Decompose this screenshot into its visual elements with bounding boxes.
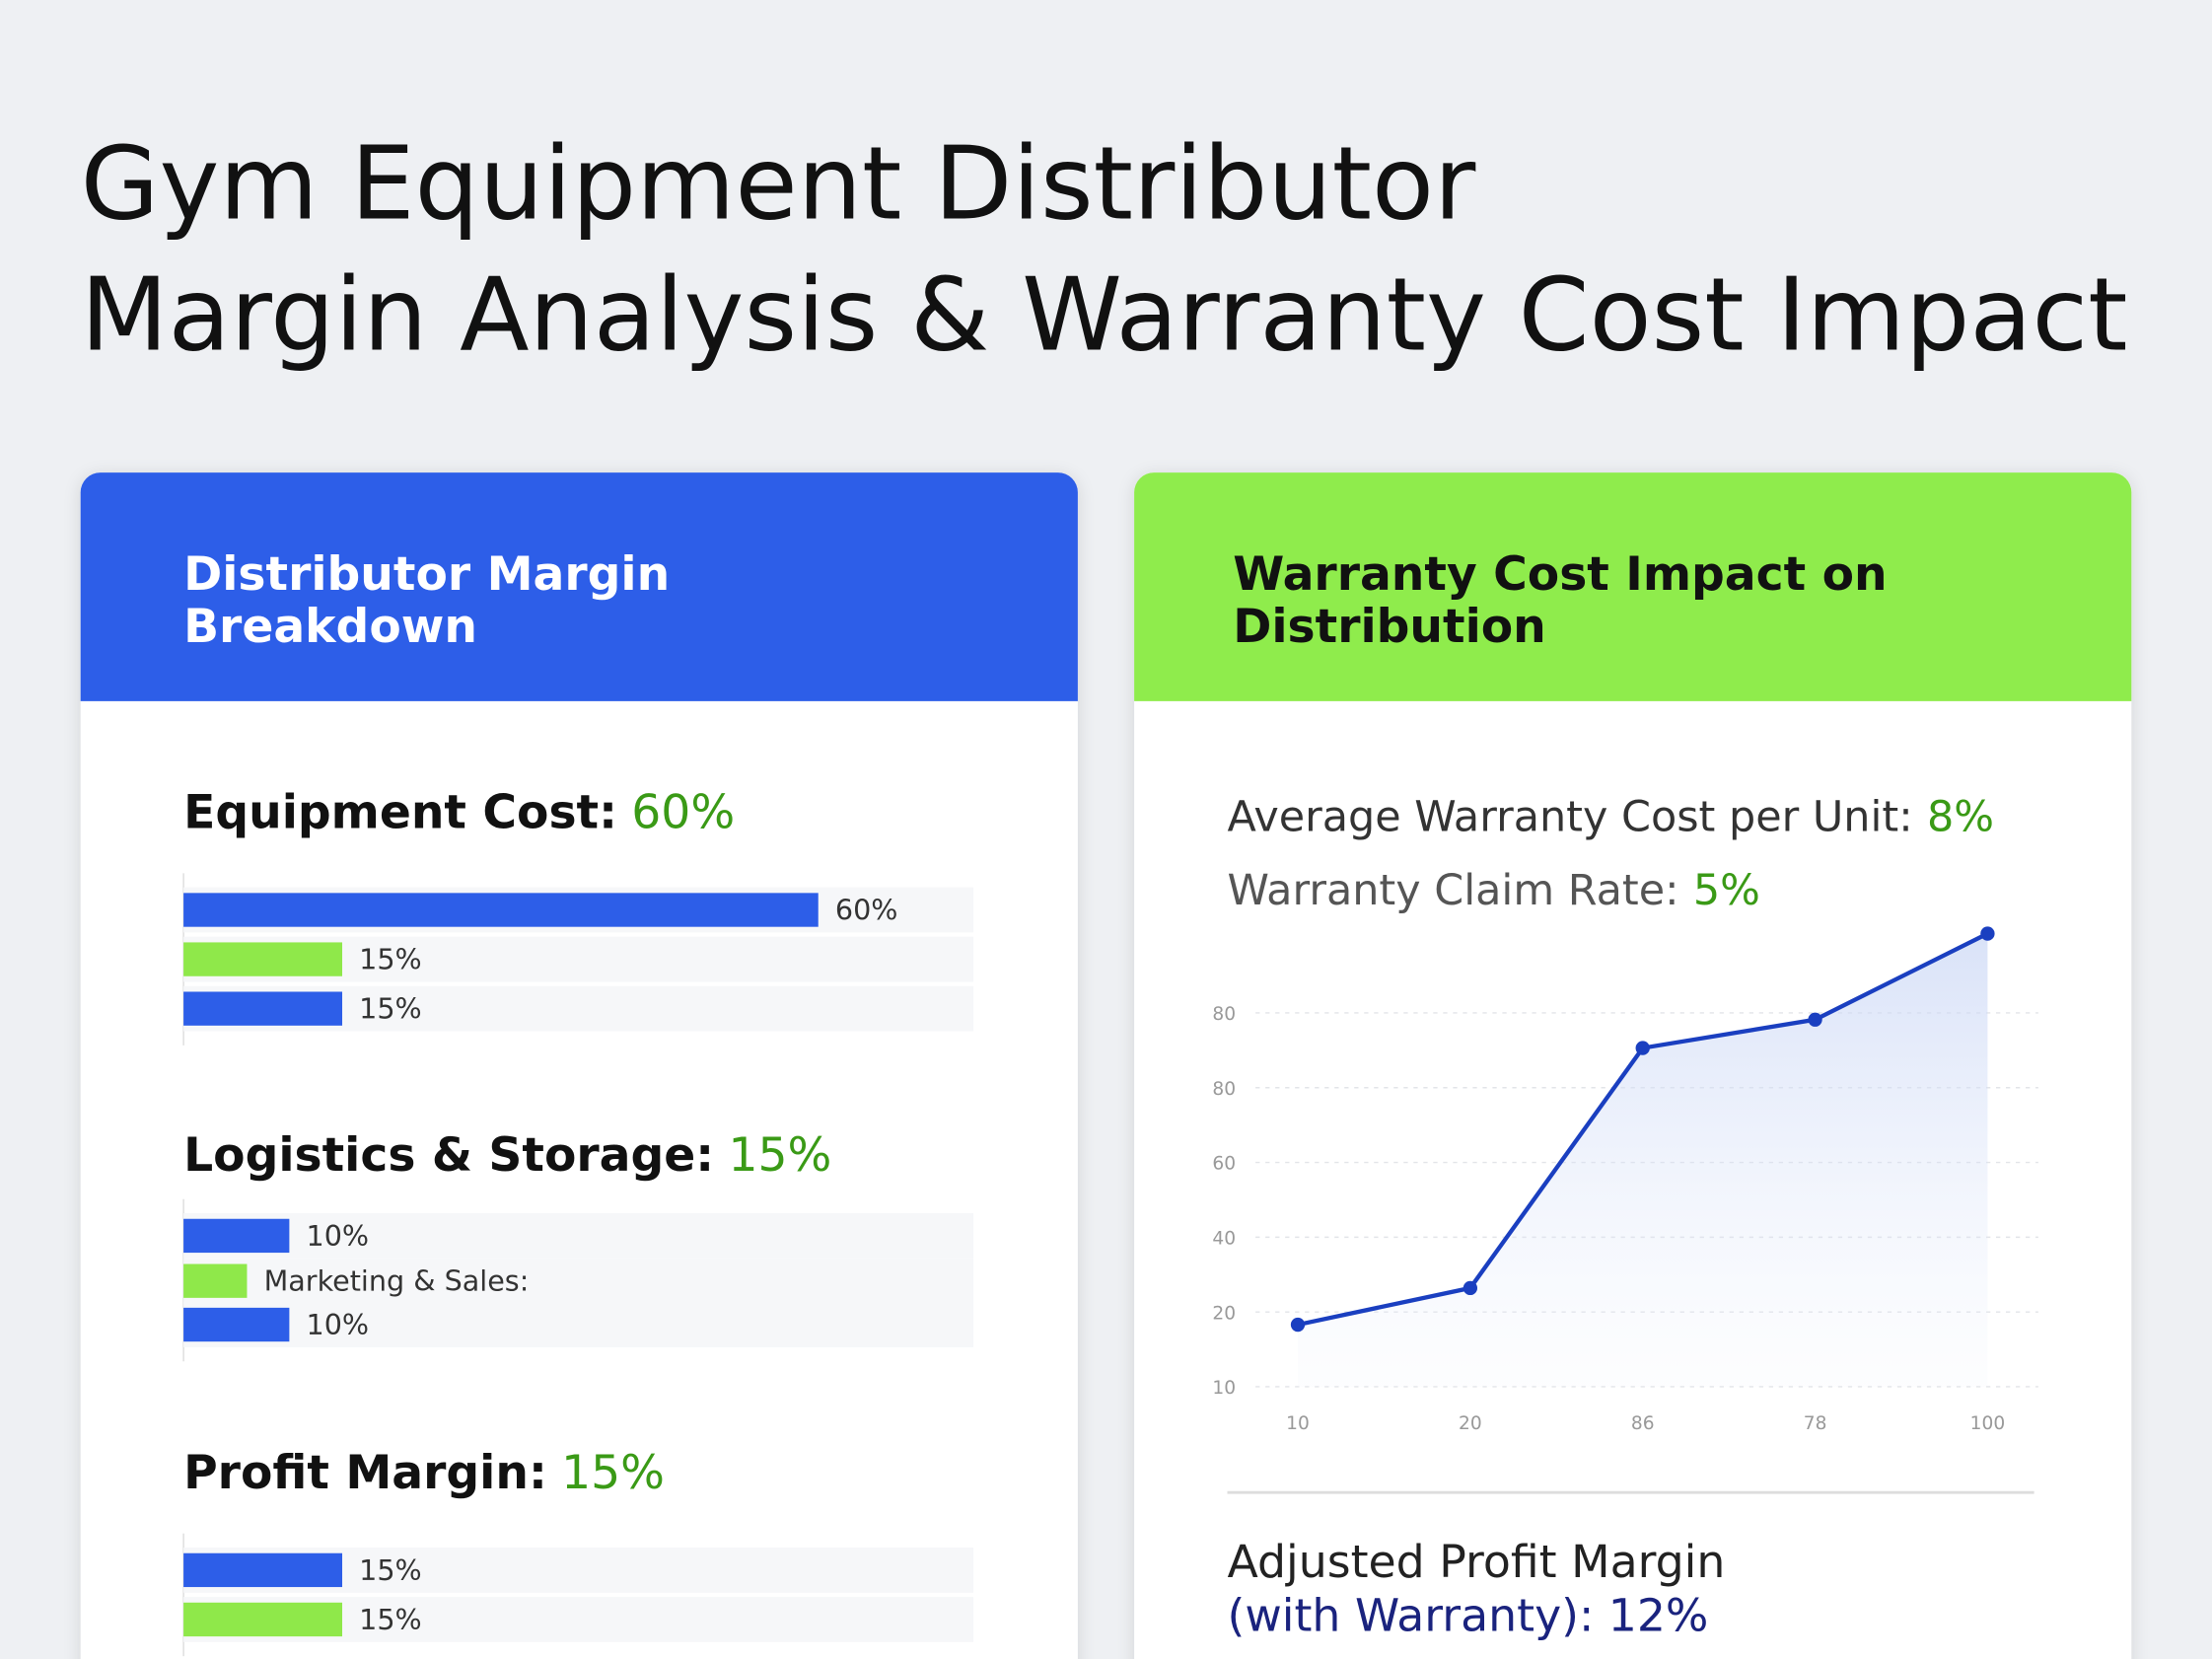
y-tick-label: 10 [1212, 1378, 1236, 1399]
bar-label: 15% [359, 992, 422, 1026]
bar-label: Marketing & Sales: [264, 1264, 530, 1298]
bar [183, 1218, 290, 1254]
footer-value: 12% [1608, 1589, 1709, 1641]
stat-value: 8% [1927, 792, 1994, 841]
dynamic-content: Equipment Cost: 60%60%15%15%Logistics & S… [182, 786, 2038, 1657]
card-heading: Breakdown [183, 600, 477, 654]
stat-value: 5% [1693, 866, 1760, 915]
y-tick-label: 20 [1212, 1303, 1236, 1324]
section-label: Logistics & Storage: [183, 1128, 714, 1183]
section-label: Profit Margin: [183, 1446, 547, 1500]
right-card-header [1134, 472, 2132, 701]
section-value: 15% [728, 1128, 831, 1183]
section-heading: Equipment Cost: 60% [183, 786, 735, 840]
x-tick-label: 86 [1631, 1413, 1655, 1434]
title-line: Gym Equipment Distributor [81, 125, 1476, 244]
bar-label: 10% [307, 1219, 370, 1253]
bar [183, 1602, 343, 1637]
bar-track [183, 1258, 974, 1304]
point [1290, 1317, 1306, 1333]
card-heading: Distributor Margin [183, 547, 670, 602]
stat: Average Warranty Cost per Unit: 8% [1228, 792, 1995, 841]
point [1980, 926, 1995, 941]
footer-label: (with Warranty): [1228, 1589, 1595, 1641]
point [1635, 1041, 1650, 1055]
y-tick-label: 60 [1212, 1154, 1236, 1175]
section-heading: Logistics & Storage: 15% [183, 1128, 831, 1183]
section-heading: Profit Margin: 15% [183, 1446, 665, 1500]
footer-label: Adjusted Profit Margin [1228, 1536, 1726, 1588]
card-heading: Warranty Cost Impact on [1233, 547, 1887, 602]
bar [183, 1552, 343, 1588]
stat-label: Warranty Claim Rate: [1228, 866, 1679, 915]
footer: (with Warranty): 12% [1228, 1589, 1709, 1641]
title-line: Margin Analysis & Warranty Cost Impact [81, 256, 2128, 375]
x-tick-label: 78 [1804, 1413, 1827, 1434]
bar [183, 991, 343, 1026]
point [1463, 1280, 1478, 1296]
bar-label: 15% [359, 943, 422, 976]
x-tick-label: 10 [1286, 1413, 1310, 1434]
left-card [80, 472, 1078, 1659]
section-label: Equipment Cost: [183, 786, 617, 840]
bar-track [183, 1302, 974, 1347]
bar [183, 1307, 290, 1342]
bar-label: 15% [359, 1553, 422, 1587]
stat-label: Average Warranty Cost per Unit: [1228, 792, 1913, 841]
bar-label: 60% [835, 894, 898, 927]
bar-label: 15% [359, 1603, 422, 1636]
y-tick-label: 80 [1212, 1079, 1236, 1100]
bar [183, 942, 343, 976]
y-tick-label: 80 [1212, 1004, 1236, 1025]
bar [183, 893, 819, 927]
x-tick-label: 100 [1970, 1413, 2005, 1434]
area [1298, 933, 1988, 1387]
stat: Warranty Claim Rate: 5% [1228, 866, 1760, 915]
bar [183, 1263, 248, 1298]
y-tick-label: 40 [1212, 1229, 1236, 1250]
bar-track [183, 1213, 974, 1259]
section-value: 15% [561, 1446, 665, 1500]
point [1808, 1012, 1822, 1027]
x-tick-label: 20 [1459, 1413, 1482, 1434]
card-heading: Distribution [1233, 600, 1546, 654]
left-card-header [80, 472, 1078, 701]
section-value: 60% [631, 786, 735, 840]
bar-label: 10% [307, 1308, 370, 1341]
